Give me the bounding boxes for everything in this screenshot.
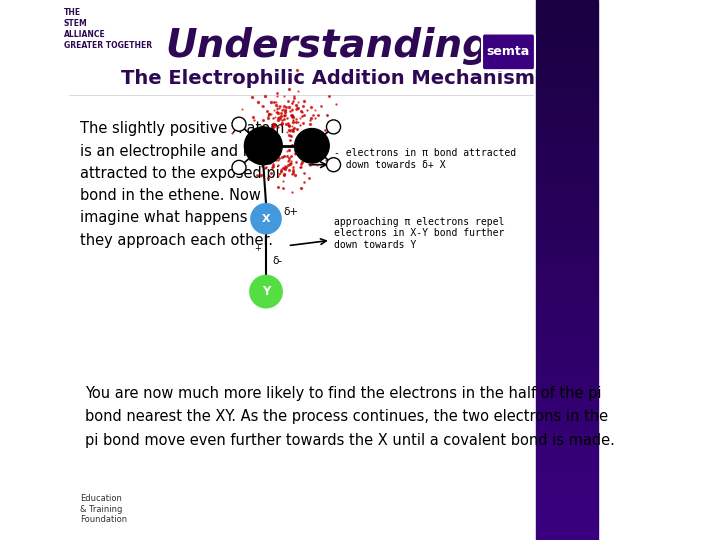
Bar <box>536 117 598 126</box>
Bar <box>536 261 598 270</box>
Bar <box>536 18 598 27</box>
Bar <box>536 162 598 171</box>
Bar <box>536 252 598 261</box>
Bar <box>536 324 598 333</box>
Bar <box>536 207 598 216</box>
Text: THE
STEM
ALLIANCE
GREATER TOGETHER: THE STEM ALLIANCE GREATER TOGETHER <box>63 8 152 50</box>
Bar <box>536 225 598 234</box>
Bar <box>536 108 598 117</box>
Bar <box>536 486 598 495</box>
Text: X: X <box>261 214 270 224</box>
Bar <box>536 27 598 36</box>
Text: approaching π electrons repel
electrons in X-Y bond further
down towards Y: approaching π electrons repel electrons … <box>333 217 504 250</box>
Bar <box>536 216 598 225</box>
Bar <box>536 522 598 531</box>
Bar <box>536 234 598 243</box>
Text: The Electrophilic Addition Mechanism: The Electrophilic Addition Mechanism <box>121 69 535 88</box>
Text: δ+: δ+ <box>284 207 299 217</box>
Bar <box>536 144 598 153</box>
Bar <box>536 90 598 99</box>
Bar <box>536 9 598 18</box>
Bar <box>536 288 598 297</box>
Bar <box>536 360 598 369</box>
Bar <box>536 414 598 423</box>
Bar <box>536 432 598 441</box>
Bar <box>536 45 598 54</box>
Bar <box>536 99 598 108</box>
Circle shape <box>232 160 246 174</box>
Bar <box>536 369 598 378</box>
Bar <box>536 189 598 198</box>
Bar <box>536 495 598 504</box>
Circle shape <box>294 129 329 163</box>
Bar <box>536 270 598 279</box>
Bar <box>536 72 598 81</box>
Bar <box>536 63 598 72</box>
Bar <box>536 423 598 432</box>
Bar <box>536 279 598 288</box>
Circle shape <box>326 158 341 172</box>
Text: δ-: δ- <box>272 255 283 266</box>
Circle shape <box>244 127 282 165</box>
Circle shape <box>251 204 281 234</box>
Text: Y: Y <box>262 285 270 298</box>
Bar <box>536 396 598 405</box>
Bar <box>536 405 598 414</box>
Circle shape <box>232 117 246 131</box>
Bar <box>536 459 598 468</box>
Text: semta: semta <box>487 45 530 58</box>
Bar <box>536 477 598 486</box>
Bar <box>536 504 598 513</box>
Bar <box>536 297 598 306</box>
Bar <box>536 81 598 90</box>
Bar <box>536 198 598 207</box>
Bar <box>536 180 598 189</box>
Bar <box>536 531 598 540</box>
Bar <box>536 306 598 315</box>
Bar <box>536 441 598 450</box>
Circle shape <box>250 275 282 308</box>
Bar <box>536 153 598 162</box>
Text: The slightly positive X atom
is an electrophile and is
attracted to the exposed : The slightly positive X atom is an elect… <box>80 122 284 247</box>
Bar <box>536 171 598 180</box>
Bar <box>536 54 598 63</box>
FancyBboxPatch shape <box>482 33 535 70</box>
Bar <box>536 378 598 387</box>
Text: - electrons in π bond attracted
  down towards δ+ X: - electrons in π bond attracted down tow… <box>333 148 516 170</box>
Bar <box>536 468 598 477</box>
Circle shape <box>326 120 341 134</box>
Bar <box>536 387 598 396</box>
Bar <box>536 36 598 45</box>
Bar <box>536 450 598 459</box>
Bar <box>536 351 598 360</box>
Bar <box>536 513 598 522</box>
Bar <box>536 126 598 135</box>
Text: Understanding: Understanding <box>166 27 490 65</box>
Bar <box>536 342 598 351</box>
Bar <box>536 135 598 144</box>
Bar <box>536 243 598 252</box>
Text: You are now much more likely to find the electrons in the half of the pi
bond ne: You are now much more likely to find the… <box>85 386 615 448</box>
Text: Education
& Training
Foundation: Education & Training Foundation <box>80 494 127 524</box>
Bar <box>536 315 598 324</box>
Bar <box>536 333 598 342</box>
Text: +: + <box>254 244 261 253</box>
Bar <box>536 0 598 9</box>
